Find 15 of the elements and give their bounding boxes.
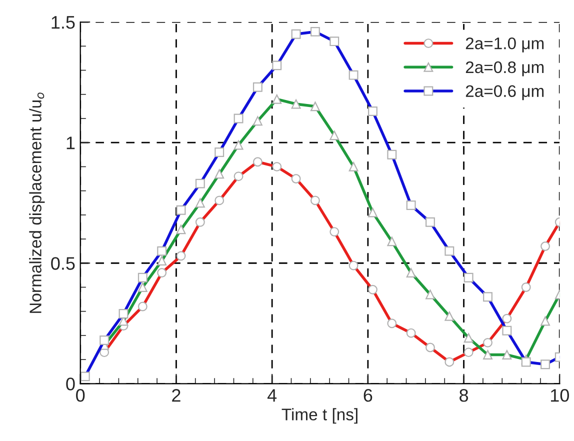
legend-label: 2a=0.6 μm — [466, 85, 544, 100]
x-tick-label: 0 — [76, 389, 85, 402]
legend-label: 2a=1.0 μm — [466, 37, 544, 52]
x-tick-label: 4 — [267, 389, 277, 402]
y-tick-label: 0 — [66, 378, 75, 390]
y-tick-label: 1.5 — [52, 16, 75, 29]
legend-label: 2a=0.8 μm — [466, 61, 544, 76]
y-axis-title: Normalized displacement u/u$_{o}$ — [29, 92, 45, 313]
x-tick-label: 6 — [364, 389, 372, 402]
x-tick-label: 2 — [172, 389, 180, 402]
x-axis-title: Time t [ns] — [282, 408, 358, 424]
x-tick-label: 10 — [550, 389, 569, 402]
y-tick-label: 0.5 — [51, 257, 75, 270]
y-tick-label: 1 — [66, 136, 75, 150]
x-tick-label: 8 — [460, 389, 468, 402]
